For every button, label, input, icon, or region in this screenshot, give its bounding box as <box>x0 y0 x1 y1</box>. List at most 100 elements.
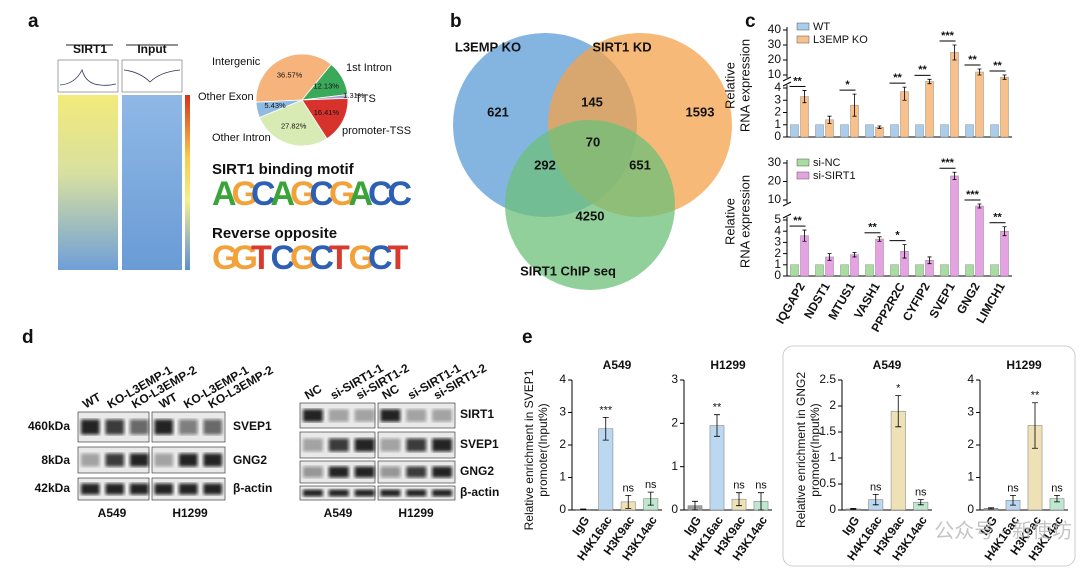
y-tick-label: 3 <box>671 372 678 386</box>
significance: ns <box>733 480 745 492</box>
y-tick-label: 4 <box>559 372 566 386</box>
bar <box>940 264 949 277</box>
protein-label: β-actin <box>233 481 272 495</box>
size-label: 460kDa <box>28 419 70 433</box>
blot-band <box>354 466 375 478</box>
legend-label: L3EMP KO <box>813 34 868 46</box>
panel-label: a <box>28 11 39 32</box>
y-tick-label: 0 <box>774 268 781 282</box>
significance: ** <box>893 72 902 84</box>
group-box <box>782 345 1076 567</box>
color-bar <box>185 95 190 270</box>
error-bar <box>877 236 882 242</box>
error-bar <box>602 416 609 441</box>
error-bar <box>977 203 982 209</box>
blot-band <box>328 489 349 497</box>
y-axis-title: promoter(Input%) <box>808 403 822 496</box>
blot-band <box>130 419 149 435</box>
motif-letter: G <box>232 239 258 277</box>
blot-band <box>81 483 100 495</box>
panel-d: WT KO-L3EMP-1KO-L3EMP-2WT KO-L3EMP-1KO-L3E… <box>28 361 499 520</box>
blot-band <box>380 438 401 452</box>
error-bar <box>952 171 957 181</box>
motif-letter: A <box>349 175 374 213</box>
blot-band <box>303 466 323 478</box>
cell-line-label: H1299 <box>172 506 208 520</box>
error-bar <box>872 494 879 506</box>
bar <box>1000 230 1009 277</box>
blot-band <box>154 453 173 467</box>
error-bar <box>580 508 587 511</box>
bar <box>915 124 924 138</box>
blot-band <box>154 419 173 435</box>
protein-label: SVEP1 <box>233 419 272 433</box>
significance: ns <box>755 480 767 492</box>
chart-title: H1299 <box>710 358 746 372</box>
error-bar <box>736 492 742 507</box>
y-axis-title: promoter(Input%) <box>536 403 550 496</box>
y-axis-title: Relative enrichment in SVEP1 <box>522 369 536 530</box>
lane-label: NC <box>302 381 324 402</box>
error-bar <box>1002 74 1007 80</box>
pie-category-label: 1st Intron <box>346 62 392 74</box>
y-axis-title: Relative enrichment in GNG2 <box>794 372 808 528</box>
bar <box>865 124 874 138</box>
pie-category-label: Other Intron <box>212 132 271 144</box>
panel-a: SIRT1 Input SIRT1 binding motif Reverse … <box>57 42 413 277</box>
bar <box>800 235 809 277</box>
profile-box <box>57 59 119 93</box>
blot-band <box>406 409 427 422</box>
error-bar <box>1010 494 1016 506</box>
bar <box>990 264 999 277</box>
blot-band <box>328 466 349 478</box>
error-bar <box>927 256 932 265</box>
significance: ns <box>645 479 657 491</box>
y-tick-label: 5 <box>774 212 781 226</box>
watermark: 公众号 · 新使坊 <box>934 519 1072 542</box>
bar <box>840 264 849 277</box>
venn-count: 4250 <box>576 208 605 223</box>
bar <box>950 52 959 138</box>
y-tick-label: 3 <box>967 405 974 419</box>
bar <box>840 124 849 138</box>
error-bar <box>877 125 882 129</box>
pie-value-label: 16.41% <box>314 108 340 117</box>
cell-line-label: H1299 <box>398 506 434 520</box>
y-tick-label: 1 <box>829 450 836 464</box>
y-axis-title: RNA expression <box>737 39 752 132</box>
error-bar <box>852 93 857 117</box>
y-tick-label: 0.5 <box>819 476 836 490</box>
y-tick-label: 10 <box>768 67 782 81</box>
error-bar <box>1032 402 1038 449</box>
blot-band <box>354 489 375 497</box>
protein-label: SVEP1 <box>460 437 499 451</box>
motif-letter: C <box>388 175 413 213</box>
protein-label: GNG2 <box>233 453 267 467</box>
legend-label: si-SIRT1 <box>813 170 856 182</box>
significance: ** <box>713 402 722 414</box>
motif-letter: T <box>388 239 409 277</box>
blot-band <box>432 409 452 422</box>
blot-band <box>406 489 427 497</box>
significance: * <box>845 79 850 91</box>
motif-letter: C <box>251 175 276 213</box>
significance: *** <box>599 404 613 416</box>
motif-letter: A <box>212 175 237 213</box>
blot-band <box>354 438 375 452</box>
bar <box>875 238 884 277</box>
y-tick-label: 1 <box>967 470 974 484</box>
protein-label: β-actin <box>460 485 499 499</box>
significance: ** <box>993 212 1002 224</box>
axis-break <box>782 201 792 219</box>
error-bar <box>850 508 857 510</box>
error-bar <box>895 395 902 428</box>
y-tick-label: 30 <box>768 155 782 169</box>
heatmap <box>122 95 182 270</box>
significance: *** <box>941 30 955 42</box>
bar <box>890 264 899 277</box>
y-tick-label: 0 <box>967 502 974 516</box>
significance: ** <box>1031 390 1040 402</box>
error-bar <box>917 499 924 506</box>
chart-title: A549 <box>873 358 902 372</box>
